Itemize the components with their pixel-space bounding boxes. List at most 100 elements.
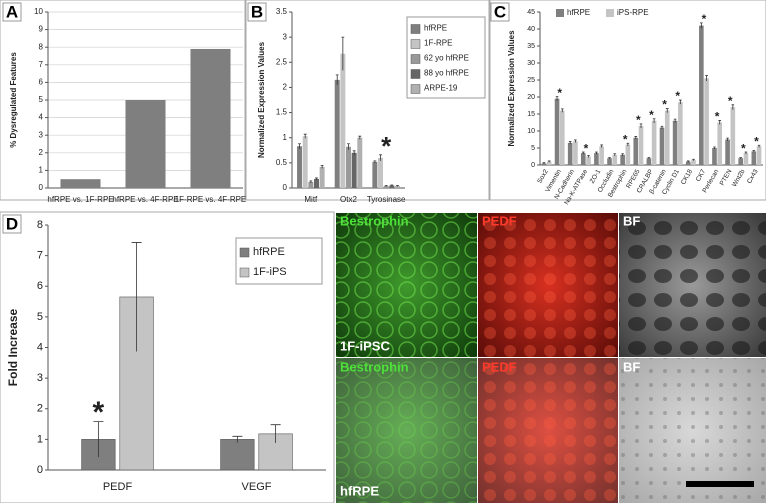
legend-label: hfRPE: [567, 8, 590, 17]
bar: [712, 148, 717, 165]
error-bar: [665, 108, 669, 113]
annotation: *: [557, 86, 562, 100]
legend-label: 1F-iPS: [253, 266, 287, 278]
y-tick-label: 3: [283, 32, 288, 41]
legend-label: hfRPE: [424, 24, 447, 33]
y-tick-label: 15: [527, 111, 535, 118]
annotation: *: [702, 12, 707, 26]
panel-label: A: [6, 2, 18, 21]
bar: [738, 158, 744, 165]
bar: [378, 157, 384, 188]
error-bar: [621, 153, 624, 156]
panel-frame: [489, 0, 766, 201]
legend-label: hfRPE: [253, 246, 285, 258]
error-bar: [595, 151, 598, 155]
legend-label: 1F-RPE: [424, 39, 452, 48]
y-tick-label: 1: [39, 166, 44, 175]
legend-label: 88 yo hfRPE: [424, 69, 469, 78]
y-tick-label: 3: [39, 130, 44, 139]
image-label: hfRPE: [340, 483, 379, 498]
annotation: *: [623, 132, 628, 146]
micrograph-texture: [336, 213, 477, 357]
legend-swatch: [239, 247, 250, 258]
panel-frame: [0, 0, 246, 201]
legend-swatch: [410, 24, 421, 34]
bar: [672, 120, 678, 165]
error-bar: [692, 158, 695, 161]
panel-label-box: [2, 214, 22, 234]
annotation: *: [93, 396, 105, 429]
error-bar: [634, 136, 638, 140]
error-bar: [731, 104, 735, 110]
error-bar: [726, 137, 729, 141]
bar: [756, 146, 762, 165]
error-bar: [652, 118, 656, 123]
y-axis-label: % Dysregulated Features: [9, 52, 18, 148]
error-bar: [320, 164, 324, 169]
bar: [567, 142, 573, 165]
bar: [599, 146, 604, 165]
error-bar: [587, 155, 590, 158]
bar: [319, 166, 325, 188]
legend-label: iPS-RPE: [617, 8, 649, 17]
legend-swatch: [410, 54, 421, 64]
y-tick-label: 8: [37, 219, 43, 231]
bar: [580, 153, 586, 165]
y-tick-label: 4: [39, 113, 44, 122]
error-bar: [639, 123, 643, 128]
bar: [646, 158, 652, 165]
x-tick-label: 1F-RPE vs. 4F-RPE: [175, 195, 247, 204]
panel-label: B: [251, 2, 263, 21]
y-tick-label: 1: [37, 433, 43, 445]
legend-swatch: [606, 9, 614, 17]
annotation: *: [728, 94, 733, 108]
y-tick-label: 25: [527, 77, 535, 84]
panel-label: C: [494, 2, 506, 21]
y-tick-label: 2: [39, 148, 44, 157]
bar: [685, 161, 691, 165]
bar: [704, 78, 709, 165]
error-bar: [352, 150, 356, 155]
x-tick-label: Mitf: [304, 195, 318, 204]
error-bar: [555, 96, 559, 101]
bar: [664, 110, 670, 165]
y-tick-label: 40: [527, 26, 535, 33]
bar: [651, 120, 657, 165]
y-tick-label: 2: [37, 403, 43, 415]
bar: [586, 156, 591, 165]
y-tick-label: 35: [527, 43, 535, 50]
error-bar: [574, 139, 577, 143]
y-axis-label: Normalized Expression Values: [257, 41, 266, 158]
error-bar: [613, 153, 617, 156]
image-label: BF: [623, 359, 640, 374]
legend-swatch: [410, 39, 421, 49]
y-tick-label: 2.5: [276, 57, 288, 66]
bar: [725, 139, 730, 165]
x-tick-label: VEGF: [242, 481, 272, 493]
y-tick-label: 5: [531, 145, 535, 152]
micrograph-texture: [478, 213, 618, 357]
bar: [383, 185, 389, 188]
error-bar: [718, 120, 722, 125]
x-tick-label: hfRPE vs. 1F-RPE: [47, 195, 113, 204]
image-label: BF: [623, 213, 640, 228]
panel-frame: [0, 211, 335, 503]
bar: [607, 158, 612, 165]
bar: [60, 179, 101, 188]
bar: [691, 159, 696, 165]
bar: [699, 25, 704, 165]
y-tick-label: 45: [527, 9, 535, 16]
panel-label-box: [247, 2, 267, 22]
bar: [717, 122, 723, 165]
bar: [743, 153, 749, 165]
error-bar: [700, 22, 703, 29]
legend-swatch: [239, 267, 250, 278]
bar: [394, 185, 400, 188]
bar: [730, 107, 736, 165]
error-bar: [396, 185, 399, 187]
panel-label: D: [6, 214, 18, 233]
panel-label-box: [2, 2, 22, 22]
error-bar: [660, 125, 664, 129]
annotation: *: [381, 131, 392, 161]
bar: [334, 79, 340, 188]
